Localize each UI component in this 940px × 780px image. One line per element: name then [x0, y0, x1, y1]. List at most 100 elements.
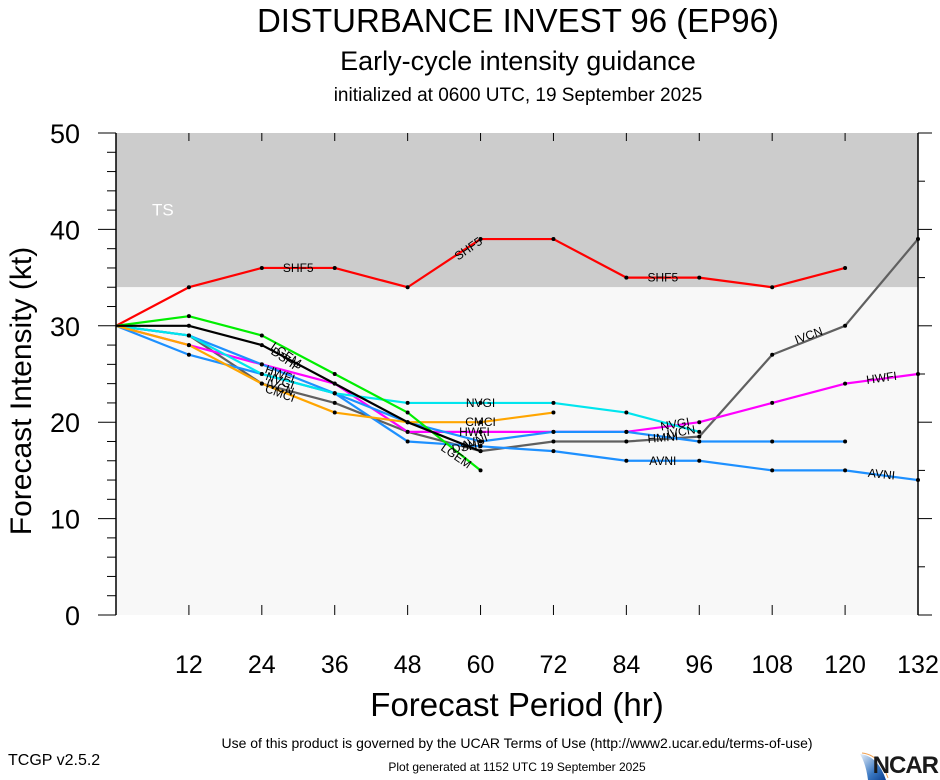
x-tick-label: 24: [248, 651, 276, 679]
x-tick-label: 72: [540, 651, 568, 679]
y-tick-label: 20: [50, 408, 80, 438]
data-point-ivcn: [843, 323, 848, 328]
data-point-ivcn: [770, 352, 775, 357]
series-label-avni: AVNI: [649, 454, 676, 468]
data-point-lgem: [259, 333, 264, 338]
version-label: TCGP v2.5.2: [8, 752, 101, 769]
data-point-lgem: [332, 372, 337, 376]
data-point-cmci: [551, 410, 556, 415]
data-point-hmni: [551, 429, 556, 434]
data-point-shf5: [624, 275, 629, 280]
init-time: initialized at 0600 UTC, 19 September 20…: [333, 85, 703, 106]
data-point-hwfi: [843, 381, 848, 386]
x-tick-label: 120: [824, 651, 866, 679]
series-label-hwfi: HWFI: [459, 425, 490, 439]
data-point-hmni: [843, 439, 848, 444]
x-axis-label: Forecast Period (hr): [370, 686, 664, 723]
series-line-dshp: [116, 324, 481, 453]
data-point-dshp: [478, 449, 483, 454]
series-label-ivcn: IVCN: [666, 422, 697, 441]
data-point-hmni: [259, 362, 264, 367]
series-label-cmci: CMCI: [465, 415, 496, 429]
data-point-cmci: [332, 410, 337, 415]
data-point-hwfi: [478, 429, 483, 434]
ts-band-label: TS: [152, 200, 174, 219]
data-point-cmci: [478, 420, 483, 425]
data-point-shf5: [405, 285, 410, 290]
data-point-avni: [697, 458, 702, 463]
data-point-hmni: [478, 439, 483, 444]
data-point-lgem: [405, 410, 410, 415]
chart-subtitle: Early-cycle intensity guidance: [340, 46, 696, 76]
series-label-hmni: HMNI: [647, 429, 679, 446]
data-point-shf5: [551, 237, 556, 242]
data-point-shf5: [697, 275, 702, 280]
data-point-hmni: [624, 429, 629, 434]
data-point-dshp: [405, 420, 410, 425]
chart-title: DISTURBANCE INVEST 96 (EP96): [256, 2, 780, 39]
x-tick-label: 108: [751, 651, 793, 679]
data-point-ivcn: [551, 439, 556, 444]
data-point-shf5: [843, 265, 848, 270]
data-point-avni: [770, 468, 775, 473]
x-tick-label: 60: [467, 651, 495, 679]
data-point-hwfi: [770, 400, 775, 405]
series-label-nvgi: NVGI: [466, 396, 495, 410]
ncar-logo-text: NCAR: [872, 752, 939, 779]
series-label-hwfi: HWFI: [865, 369, 897, 387]
data-point-nvgi: [259, 372, 264, 376]
data-point-hmni: [770, 439, 775, 444]
series-label-dshp: DSHP: [451, 437, 486, 457]
y-tick-label: 10: [50, 505, 80, 535]
data-point-nvgi: [551, 400, 556, 405]
data-point-ivcn: [332, 400, 337, 405]
generated-time: Plot generated at 1152 UTC 19 September …: [388, 760, 646, 774]
intensity-band-ts: [116, 133, 918, 288]
data-point-shf5: [186, 285, 191, 290]
series-line-hwfi: [115, 324, 919, 433]
data-point-nvgi: [697, 429, 702, 434]
ncar-swoosh-icon: [860, 752, 889, 780]
data-point-shf5: [478, 237, 483, 242]
data-point-lgem: [478, 468, 483, 473]
x-tick-label: 48: [394, 651, 422, 679]
data-point-avni: [478, 444, 483, 449]
series-line-avni: [115, 324, 919, 482]
data-point-shf5: [259, 265, 264, 270]
data-point-dshp: [332, 381, 337, 386]
y-tick-label: 0: [65, 601, 80, 631]
y-tick-label: 50: [50, 119, 80, 149]
x-tick-label: 96: [685, 651, 713, 679]
data-point-nvgi: [624, 410, 629, 415]
data-point-ivcn: [624, 439, 629, 444]
x-tick-label: 36: [321, 651, 349, 679]
data-point-nvgi: [332, 391, 337, 396]
data-point-shf5: [770, 285, 775, 290]
data-point-ivcn: [697, 434, 702, 439]
data-point-dshp: [186, 323, 191, 328]
data-point-hwfi: [405, 429, 410, 434]
terms-of-use: Use of this product is governed by the U…: [221, 735, 813, 751]
x-tick-label: 84: [612, 651, 640, 679]
data-point-avni: [843, 468, 848, 473]
series-line-ivcn: [115, 238, 919, 453]
data-point-avni: [624, 458, 629, 463]
data-point-nvgi: [405, 400, 410, 405]
series-label-shf5: SHF5: [647, 271, 678, 285]
data-point-cmci: [259, 381, 264, 386]
series-label-shf5: SHF5: [283, 261, 314, 275]
y-axis-label: Forecast Intensity (kt): [5, 246, 38, 536]
data-point-nvgi: [186, 333, 191, 338]
data-point-avni: [186, 352, 191, 357]
series-label-nvgi: NVGI: [659, 415, 690, 434]
data-point-avni: [405, 439, 410, 444]
y-tick-label: 40: [50, 215, 80, 245]
data-point-avni: [551, 449, 556, 454]
data-point-hwfi: [697, 420, 702, 425]
series-label-avni: AVNI: [867, 466, 895, 483]
data-point-cmci: [186, 343, 191, 348]
x-tick-label: 132: [897, 651, 939, 679]
ncar-logo: NCAR: [856, 752, 940, 780]
data-point-nvgi: [478, 400, 483, 405]
